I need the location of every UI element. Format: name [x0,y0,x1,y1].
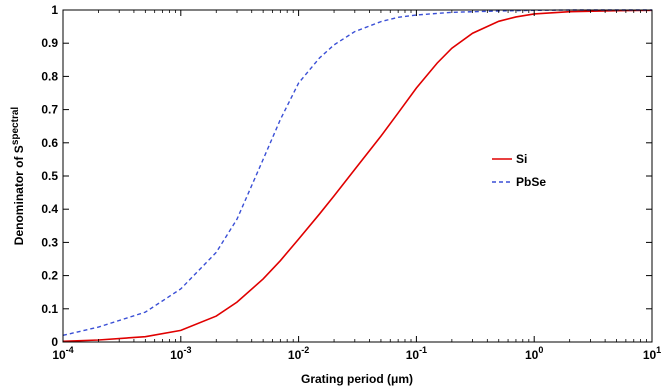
y-tick-label-4: 0.4 [41,202,58,216]
y-tick-label-3: 0.3 [41,235,58,249]
legend-label-pbse: PbSe [516,175,546,189]
axes: 10-4 10-3 10-2 10-1 100 101 0 0.1 0.2 0.3 0.4 0.5 0.… [41,3,661,362]
y-tick-label-5: 0.5 [41,169,58,183]
x-tick-label-2: 10-2 [288,345,309,362]
x-tick-label-5: 101 [643,345,661,362]
y-tick-label-0: 0 [51,335,58,349]
x-axis-label: Grating period (μm) [301,372,413,386]
x-tick-label-4: 100 [525,345,543,362]
y-tick-label-2: 0.2 [41,269,58,283]
x-tick-label-3: 10-1 [406,345,427,362]
plot-area [62,9,653,343]
y-tick-label-7: 0.7 [41,103,58,117]
y-tick-label-6: 0.6 [41,136,58,150]
y-tick-label-9: 0.9 [41,36,58,50]
legend: Si PbSe [492,152,546,189]
y-tick-label-1: 0.1 [41,302,58,316]
x-tick-label-1: 10-3 [170,345,191,362]
y-tick-label-8: 0.8 [41,69,58,83]
axes-frame [62,9,653,343]
y-axis-label: Denominator of Sspectral [10,107,26,246]
legend-label-si: Si [516,152,527,166]
series-line-pbse [62,9,652,337]
x-tick-label-0: 10-4 [52,345,73,362]
series-line-si [62,9,653,343]
y-tick-label-10: 1 [51,3,58,17]
